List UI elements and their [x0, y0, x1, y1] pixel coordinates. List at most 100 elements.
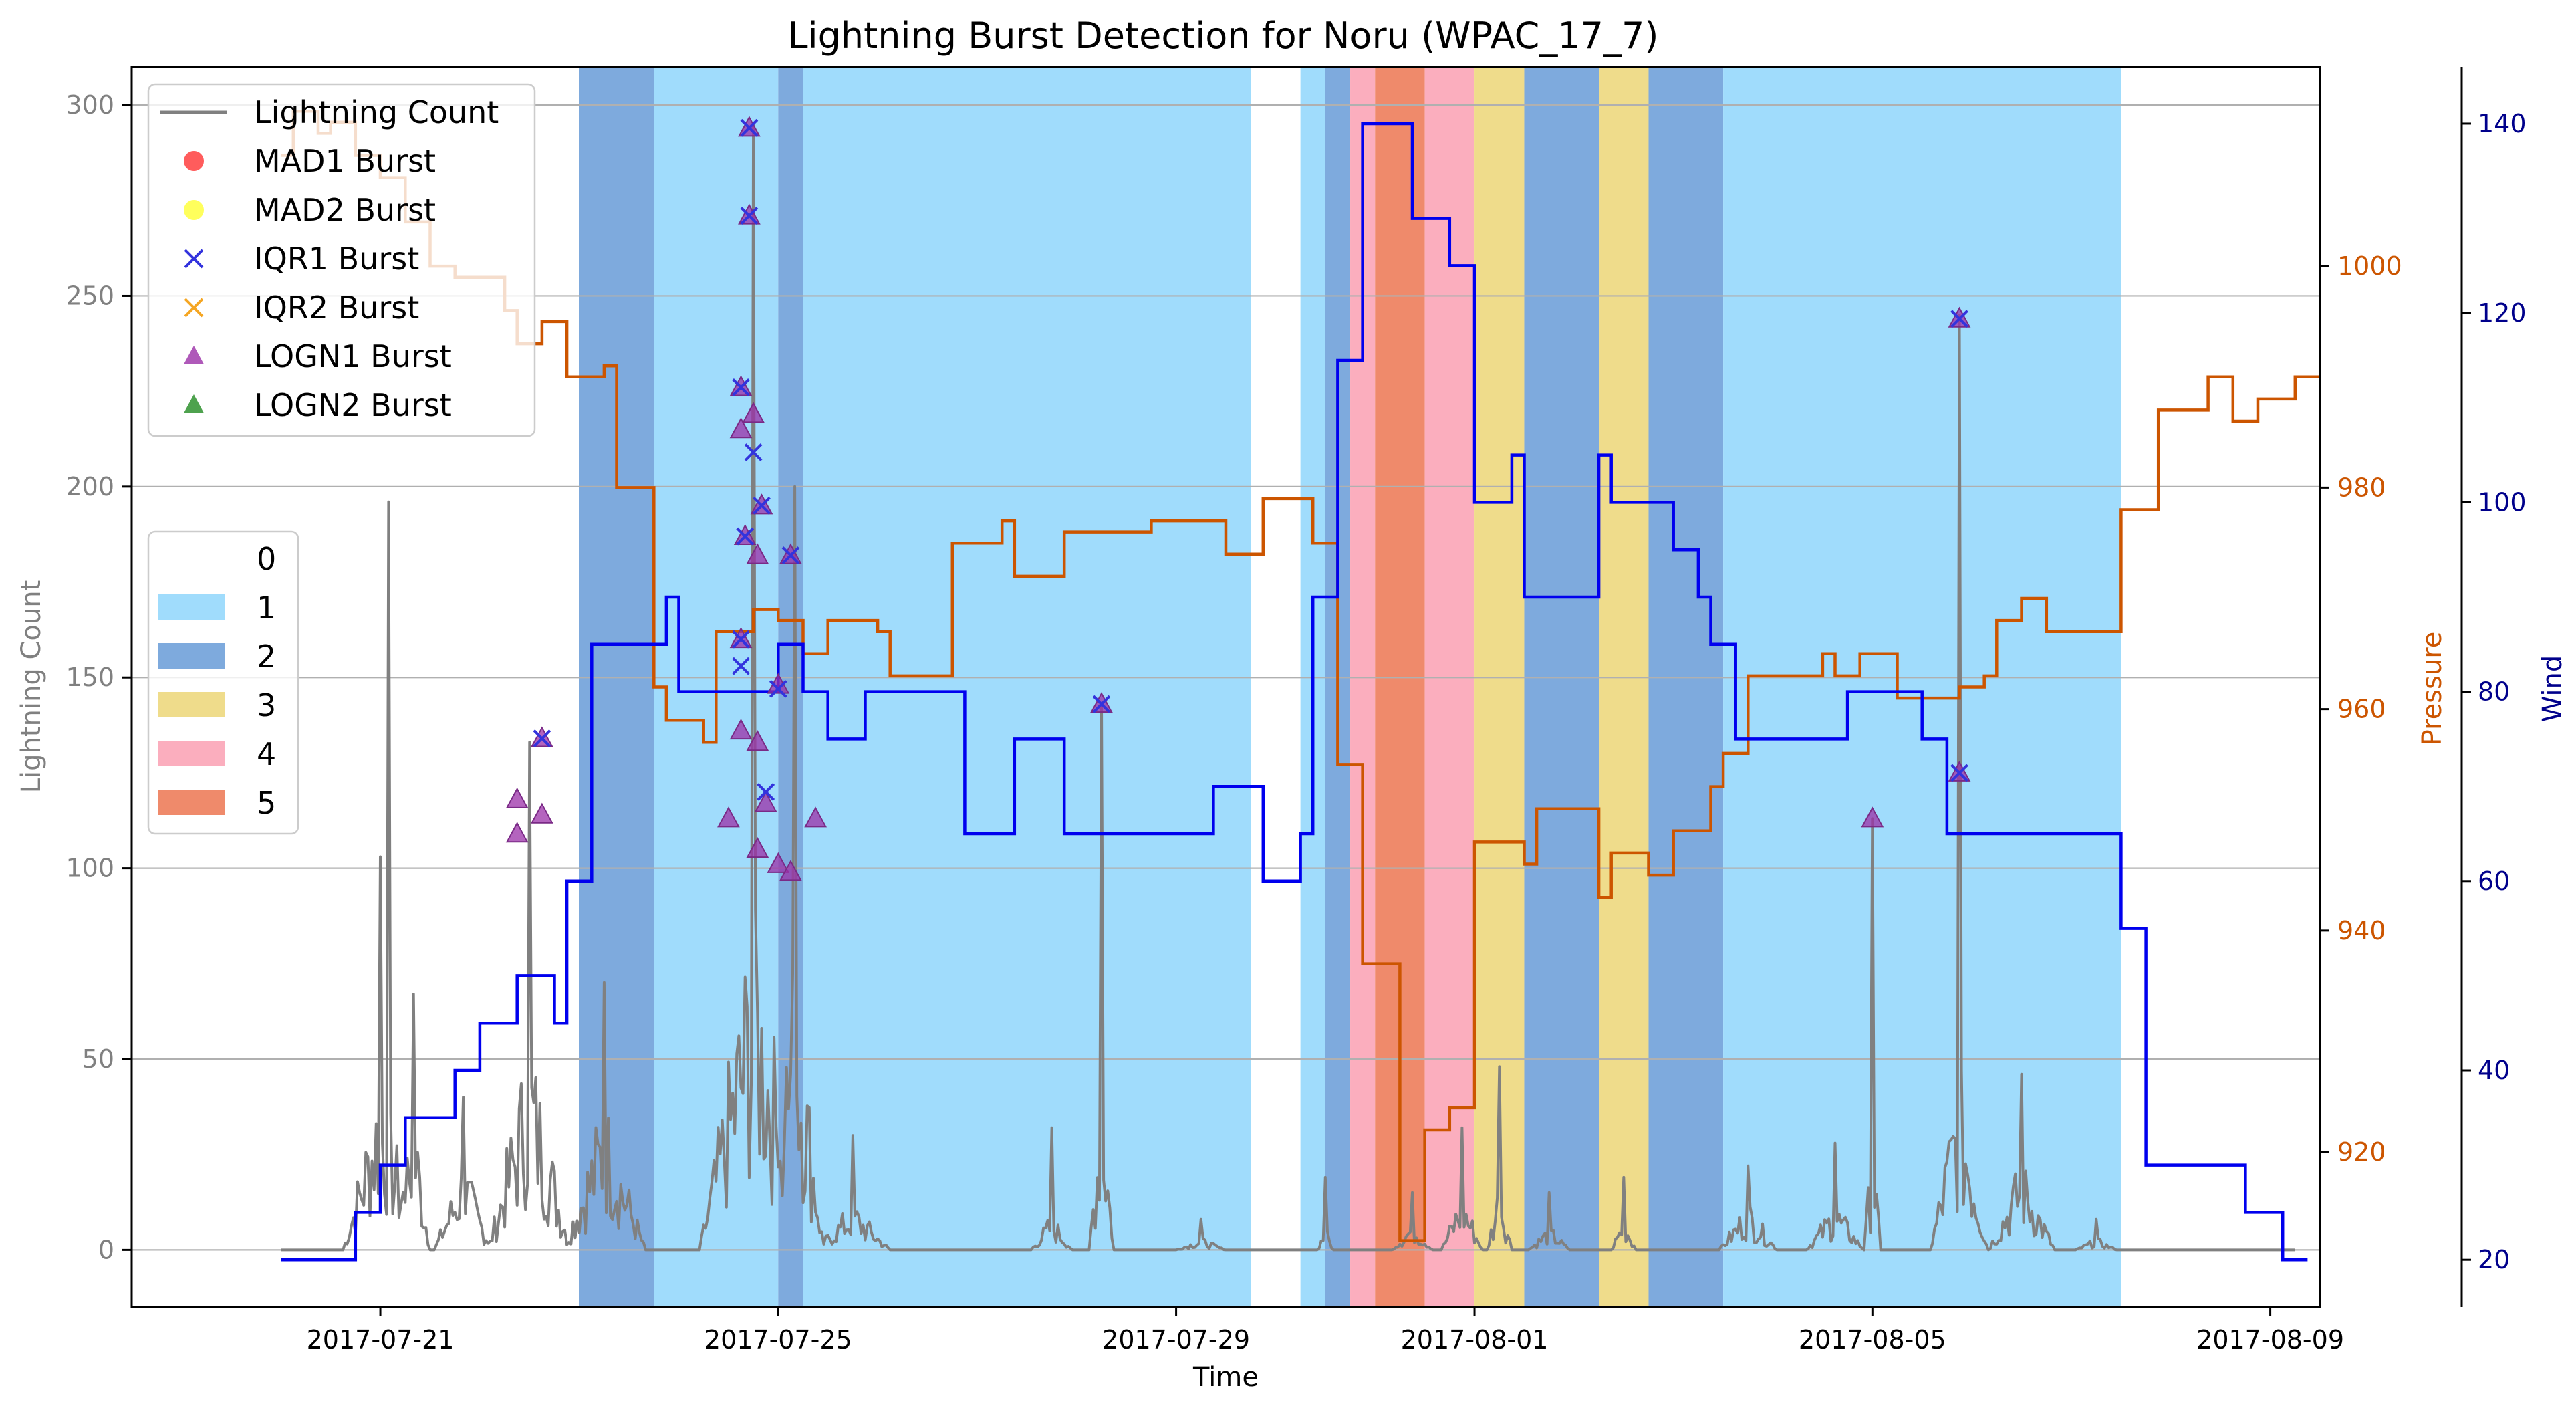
left-tick-label: 100	[66, 854, 114, 883]
pressure-tick-label: 1000	[2337, 251, 2402, 281]
legend-categories: 0 1 2 3 4 5	[147, 530, 299, 835]
legend-category-label: 4	[257, 736, 276, 772]
iqr1-burst-marker	[757, 783, 775, 801]
pressure-tick-label: 960	[2337, 695, 2386, 724]
legend-category-label: 5	[257, 785, 276, 821]
wind-tick-label: 20	[2478, 1245, 2510, 1274]
legend-category-swatch	[158, 741, 225, 766]
legend-category-label: 2	[257, 638, 276, 675]
legend-x-swatch	[184, 249, 204, 269]
iqr1-burst-marker	[740, 118, 759, 137]
pressure-line	[281, 110, 2320, 1242]
pressure-tick-label: 920	[2337, 1137, 2386, 1167]
wind-line	[281, 122, 2308, 1262]
left-tick-label: 50	[82, 1044, 114, 1074]
wind-tick-label: 60	[2478, 866, 2510, 896]
x-tick-label: 2017-07-29	[1102, 1325, 1250, 1355]
legend-series-label: IQR1 Burst	[254, 241, 419, 277]
iqr1-burst-marker	[781, 546, 800, 564]
logn1-burst-marker	[717, 806, 740, 828]
logn1-burst-marker	[530, 802, 553, 824]
iqr1-burst-marker	[732, 378, 750, 396]
legend-category-label: 1	[257, 590, 276, 626]
legend-series: Lightning Count MAD1 Burst MAD2 Burst IQR1 …	[147, 83, 536, 437]
legend-x-swatch	[184, 298, 204, 318]
iqr1-burst-marker	[732, 657, 750, 675]
logn1-burst-marker	[505, 822, 529, 843]
logn1-burst-marker	[1861, 806, 1884, 828]
legend-series-label: LOGN1 Burst	[254, 338, 452, 374]
left-tick-label: 0	[98, 1235, 114, 1264]
pressure-axis: 920 940 960 980 1000	[2320, 251, 2402, 1167]
iqr1-burst-marker	[736, 527, 755, 546]
legend-series-label: LOGN2 Burst	[254, 387, 452, 423]
plot-frame	[130, 66, 2321, 1308]
pressure-tick-label: 940	[2337, 916, 2386, 945]
legend-series-label: MAD2 Burst	[254, 192, 436, 228]
left-tick-label: 250	[66, 281, 114, 310]
legend-category-swatch	[158, 692, 225, 717]
wind-tick-label: 120	[2478, 298, 2527, 328]
logn1-burst-marker	[505, 787, 529, 808]
category-span-2	[1648, 67, 1724, 1307]
category-span-3	[1599, 67, 1649, 1307]
x-tick-label: 2017-07-25	[704, 1325, 852, 1355]
left-axis-label: Lightning Count	[16, 580, 47, 794]
logn1-burst-marker	[746, 730, 769, 751]
category-span-2	[1524, 67, 1599, 1307]
legend-triangle-swatch	[183, 346, 205, 364]
wind-tick-label: 40	[2478, 1056, 2510, 1085]
logn1-burst-marker	[767, 852, 790, 873]
pressure-series	[281, 110, 2320, 1242]
left-axis: 0 50 100 150 200 250 300	[66, 90, 132, 1264]
category-span-1	[1723, 67, 2121, 1307]
logn1-burst-marker	[729, 719, 753, 740]
iqr1-burst-marker	[753, 496, 771, 515]
iqr1-burst-marker	[1950, 310, 1968, 328]
wind-tick-label: 80	[2478, 677, 2510, 707]
legend-series-label: MAD1 Burst	[254, 143, 436, 179]
chart-title: Lightning Burst Detection for Noru (WPAC…	[788, 15, 1659, 57]
iqr1-burst-marker	[533, 729, 551, 747]
pressure-tick-label: 980	[2337, 473, 2386, 502]
iqr1-burst-marker	[1092, 695, 1111, 713]
legend-circle-swatch	[184, 151, 204, 171]
iqr1-burst-marker	[744, 443, 763, 461]
category-span-1	[803, 67, 1251, 1307]
legend-series-box	[147, 83, 536, 437]
x-axis-label: Time	[1192, 1362, 1259, 1393]
burst-markers	[505, 116, 1971, 881]
legend-category-swatch	[158, 594, 225, 620]
iqr1-burst-marker	[740, 207, 759, 225]
legend-category-label: 0	[257, 541, 276, 577]
logn1-burst-marker	[746, 836, 769, 858]
iqr1-burst-marker	[1950, 764, 1968, 782]
wind-axis-label: Wind	[2537, 655, 2568, 723]
wind-tick-label: 140	[2478, 109, 2527, 138]
category-span-4	[1424, 67, 1475, 1307]
wind-tick-label: 100	[2478, 487, 2527, 517]
legend-series-label: IQR2 Burst	[254, 289, 419, 326]
wind-series	[281, 122, 2308, 1262]
legend-category-swatch	[158, 546, 225, 571]
left-tick-label: 200	[66, 472, 114, 501]
x-tick-label: 2017-08-09	[2196, 1325, 2344, 1355]
x-tick-label: 2017-08-05	[1799, 1325, 1946, 1355]
pressure-axis-label: Pressure	[2417, 632, 2448, 746]
logn1-burst-marker	[729, 417, 753, 439]
legend-category-swatch	[158, 643, 225, 669]
x-tick-label: 2017-08-01	[1401, 1325, 1549, 1355]
logn1-burst-marker	[779, 860, 802, 881]
iqr1-burst-marker	[732, 630, 750, 649]
legend-category-label: 3	[257, 687, 276, 723]
logn1-burst-marker	[742, 402, 765, 423]
x-axis: 2017-07-21 2017-07-25 2017-07-29 2017-08-01…	[307, 1307, 2344, 1355]
logn1-burst-marker	[804, 806, 827, 828]
left-tick-label: 300	[66, 90, 114, 120]
iqr1-burst-marker	[769, 679, 787, 698]
left-tick-label: 150	[66, 663, 114, 692]
wind-axis: 20 40 60 80 100 120 140	[2460, 67, 2527, 1307]
logn1-burst-marker	[754, 791, 777, 812]
legend-series-label: Lightning Count	[254, 94, 499, 130]
